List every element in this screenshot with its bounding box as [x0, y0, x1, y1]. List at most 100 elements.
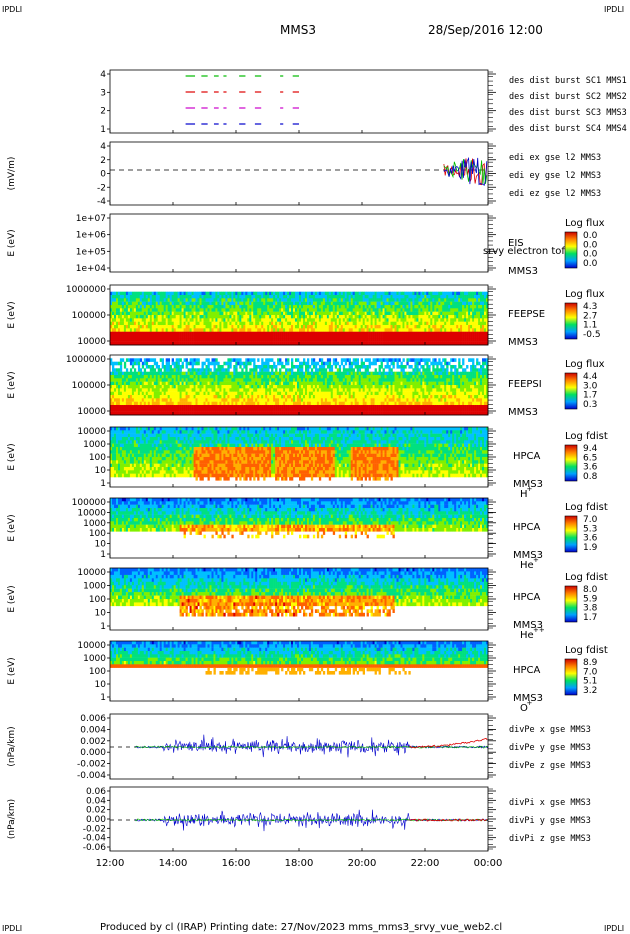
spectrogram-cell: [328, 305, 332, 309]
spectrogram-cell: [153, 291, 157, 296]
spectrogram-cell: [181, 365, 184, 369]
spectrogram-cell: [185, 315, 188, 319]
spectrogram-cell: [219, 368, 222, 372]
spectrogram-cell: [295, 328, 298, 332]
spectrogram-cell: [147, 321, 151, 326]
spectrogram-cell: [428, 331, 431, 336]
spectrogram-cell: [235, 331, 238, 336]
spectrogram-cell: [245, 295, 248, 299]
spectrogram-cell: [390, 321, 393, 326]
spectrogram-cell: [382, 305, 385, 309]
spectrogram-cell: [193, 405, 196, 409]
spectrogram-cell: [446, 328, 449, 332]
spectrogram-cell: [147, 291, 151, 296]
spectrogram-cell: [131, 398, 135, 402]
spectrogram-cell: [229, 401, 232, 406]
spectrogram-cell: [127, 328, 131, 332]
spectrogram-cell: [295, 405, 298, 409]
spectrogram-cell: [360, 298, 363, 302]
spectrogram-cell: [446, 318, 449, 322]
spectrogram-cell: [205, 378, 208, 382]
spectrogram-cell: [193, 331, 196, 336]
spectrogram-cell: [237, 371, 240, 376]
spectrogram-cell: [225, 405, 228, 409]
spectrogram-cell: [118, 411, 121, 416]
label-eis-spacecraft: MMS3: [508, 266, 538, 277]
spectrogram-cell: [245, 325, 248, 329]
spectrogram-cell: [159, 298, 162, 302]
spectrogram-cell: [452, 291, 455, 296]
spectrogram-cell: [189, 321, 192, 326]
spectrogram-cell: [462, 295, 465, 299]
spectrogram-cell: [251, 385, 254, 389]
spectrogram-cell: [255, 341, 258, 346]
spectrogram-cell: [163, 338, 166, 342]
spectrogram-cell: [149, 381, 153, 386]
spectrogram-cell: [201, 408, 204, 412]
spectrogram-cell: [149, 321, 153, 326]
spectrogram-cell: [279, 408, 282, 412]
spectrogram-cell: [145, 291, 149, 296]
spectrogram-cell: [432, 341, 435, 346]
spectrogram-cell: [310, 381, 314, 386]
spectrogram-cell: [269, 385, 272, 389]
spectrogram-cell: [269, 358, 272, 362]
spectrogram-cell: [149, 301, 153, 306]
spectrogram-cell: [251, 408, 254, 412]
spectrogram-cell: [293, 371, 296, 376]
spectrogram-cell: [301, 338, 304, 342]
spectrogram-cell: [370, 295, 373, 299]
spectrogram-cell: [460, 328, 463, 332]
spectrogram-cell: [318, 295, 322, 299]
spectrogram-cell: [175, 358, 178, 362]
spectrogram-cell: [279, 398, 282, 402]
spectrogram-cell: [129, 311, 133, 316]
spectrogram-cell: [131, 308, 135, 312]
spectrogram-cell: [275, 338, 278, 342]
spectrogram-cell: [127, 391, 131, 396]
spectrogram-cell: [177, 321, 180, 326]
spectrogram-cell: [271, 398, 274, 402]
spectrogram-cell: [390, 315, 393, 319]
spectrogram-cell: [318, 378, 322, 382]
spectrogram-cell: [145, 378, 149, 382]
spectrogram-cell: [297, 305, 300, 309]
spectrogram-cell: [420, 325, 423, 329]
spectrogram-cell: [277, 408, 280, 412]
spectrogram-cell: [438, 321, 441, 326]
spectrogram-cell: [265, 378, 268, 382]
spectrogram-cell: [314, 315, 318, 319]
spectrogram-cell: [135, 378, 139, 382]
spectrogram-cell: [217, 308, 220, 312]
spectrogram-cell: [372, 325, 375, 329]
spectrogram-cell: [211, 358, 214, 362]
spectrogram-cell: [456, 295, 459, 299]
spectrogram-cell: [127, 338, 131, 342]
spectrogram-cell: [161, 378, 164, 382]
spectrogram-cell: [275, 368, 278, 372]
spectrogram-cell: [247, 325, 250, 329]
spectrogram-cell: [348, 325, 351, 329]
spectrogram-cell: [167, 291, 170, 296]
spectrogram-cell: [418, 301, 421, 306]
spectrogram-cell: [408, 321, 411, 326]
spectrogram-cell: [412, 305, 415, 309]
spectrogram-cell: [118, 335, 121, 339]
spectrogram-cell: [277, 298, 280, 302]
spectrogram-cell: [119, 398, 123, 402]
legend-burst-1: des dist burst SC2 MMS2: [509, 92, 627, 102]
spectrogram-cell: [259, 405, 262, 409]
spectrogram-cell: [143, 398, 147, 402]
spectrogram-cell: [279, 315, 282, 319]
spectrogram-cell: [422, 291, 425, 296]
spectrogram-cell: [390, 328, 393, 332]
spectrogram-cell: [147, 388, 151, 392]
spectrogram-cell: [167, 331, 170, 336]
spectrogram-cell: [422, 295, 425, 299]
spectrogram-cell: [171, 385, 174, 389]
spectrogram-cell: [114, 411, 117, 416]
spectrogram-cell: [201, 321, 204, 326]
spectrogram-cell: [279, 378, 282, 382]
spectrogram-cell: [384, 318, 387, 322]
spectrogram-cell: [163, 318, 166, 322]
